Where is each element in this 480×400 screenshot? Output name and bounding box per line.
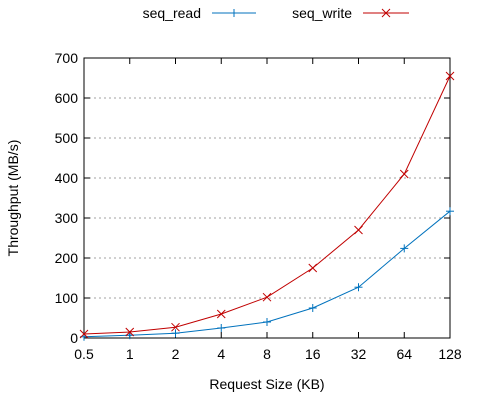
data-point-seq_write: [216, 309, 226, 319]
x-tick-label: 2: [172, 346, 180, 362]
plot-frame: [83, 57, 451, 339]
data-point-seq_write: [79, 329, 89, 339]
x-axis: 0.5 1 2 4 8 16 32 64 128: [74, 58, 462, 362]
series-line-seq_read: [83, 210, 451, 338]
data-point-seq_write: [262, 292, 272, 302]
y-tick-label: 700: [55, 50, 79, 66]
y-tick-label: 200: [55, 250, 79, 266]
x-tick-label: 64: [396, 346, 412, 362]
x-tick-label: 4: [217, 346, 225, 362]
legend-item-seq_read: seq_read: [143, 5, 256, 21]
series-seq_read: [80, 207, 454, 341]
data-point-seq_read: [446, 207, 454, 216]
data-point-seq_read: [308, 304, 317, 312]
data-point-seq_read: [400, 244, 409, 253]
series-layer: [79, 71, 455, 341]
y-tick-label: 400: [55, 170, 79, 186]
data-point-seq_read: [354, 283, 363, 292]
data-point-seq_read: [263, 318, 271, 326]
data-point-seq_read: [171, 329, 180, 338]
x-tick-label: 32: [351, 346, 367, 362]
data-point-seq_write: [445, 71, 455, 81]
y-tick-label: 100: [55, 290, 79, 306]
series-seq_write: [79, 71, 455, 339]
data-point-seq_write: [125, 327, 135, 337]
y-tick-label: 0: [70, 330, 78, 346]
x-tick-label: 128: [438, 346, 462, 362]
legend-marker: [381, 8, 391, 18]
series-line-seq_write: [83, 75, 451, 335]
data-point-seq_write: [308, 263, 318, 273]
x-tick-label: 8: [263, 346, 271, 362]
data-point-seq_write: [171, 322, 180, 332]
y-tick-label: 500: [55, 130, 79, 146]
legend-label: seq_read: [143, 5, 201, 21]
legend-label: seq_write: [292, 5, 352, 21]
grid: [84, 97, 450, 299]
y-axis: 0 100 200 300 400 500 600 700: [55, 50, 450, 346]
legend: seq_read seq_write: [143, 5, 409, 21]
x-tick-label: 0.5: [74, 346, 94, 362]
data-point-seq_write: [399, 169, 409, 179]
data-point-seq_read: [217, 324, 226, 332]
x-tick-label: 16: [305, 346, 321, 362]
y-axis-title: Throughput (MB/s): [5, 140, 21, 257]
x-axis-title: Request Size (KB): [209, 376, 324, 392]
y-tick-label: 300: [55, 210, 79, 226]
legend-marker: [230, 9, 238, 17]
legend-item-seq_write: seq_write: [292, 5, 409, 21]
y-tick-label: 600: [55, 90, 79, 106]
x-tick-label: 1: [126, 346, 134, 362]
data-point-seq_write: [354, 225, 363, 235]
